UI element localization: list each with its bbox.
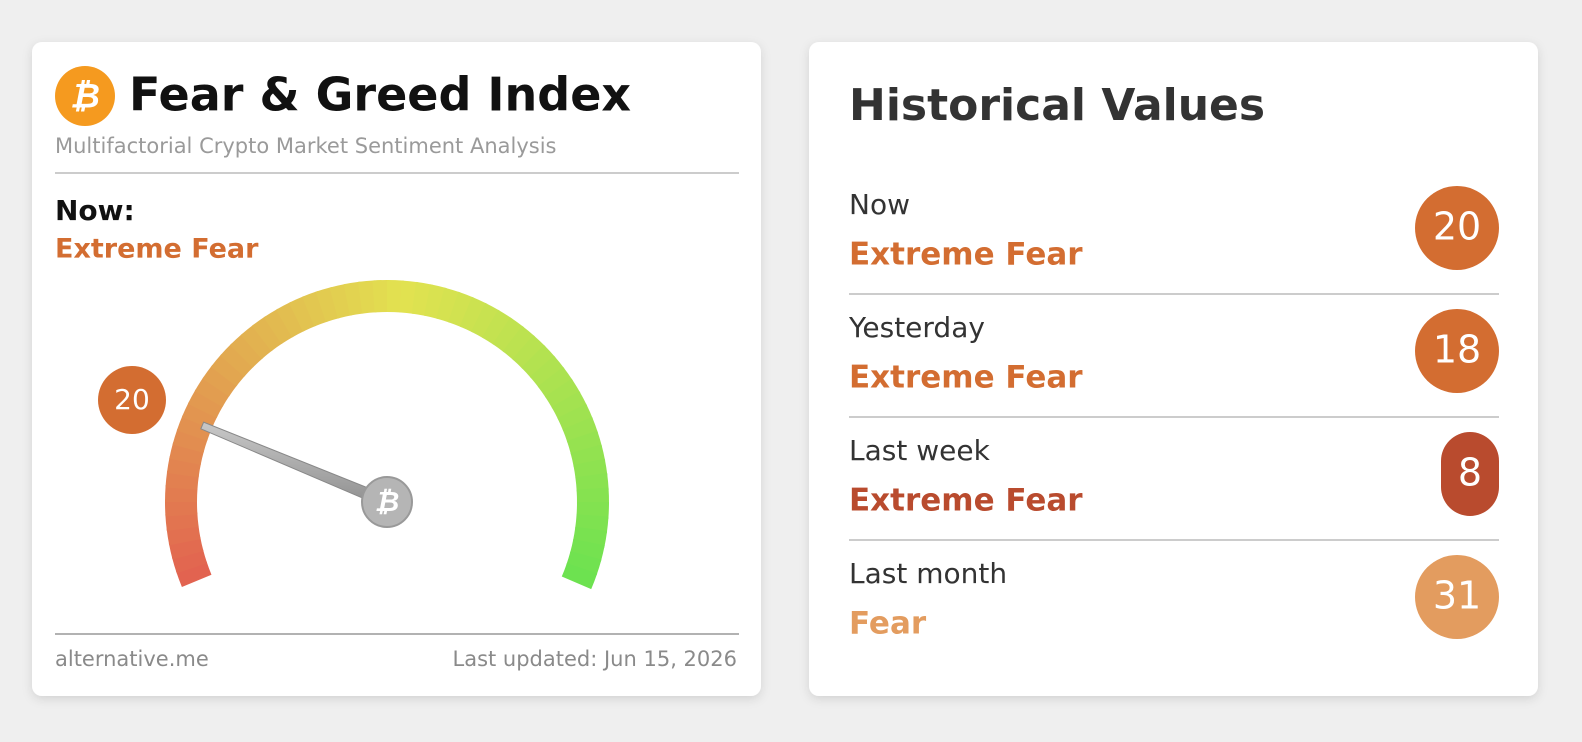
- arc-segment: [589, 462, 591, 477]
- arc-segment: [284, 316, 298, 323]
- arc-segment: [592, 502, 593, 518]
- arc-segment: [296, 311, 310, 317]
- arc-segment: [251, 337, 263, 347]
- arc-segment: [232, 355, 243, 366]
- arc-segment: [440, 303, 455, 308]
- hub-symbol: ₿: [375, 485, 400, 518]
- arc-segment: [181, 513, 182, 529]
- period: Last month: [849, 557, 1007, 590]
- arc-segment: [181, 473, 183, 489]
- arc-segment: [224, 365, 234, 377]
- arc-segment: [387, 296, 403, 297]
- row-value: 31: [1433, 574, 1481, 618]
- row-classification: Extreme Fear: [849, 483, 1083, 519]
- now-label: Now:: [55, 194, 135, 227]
- classification: Extreme Fear: [55, 234, 259, 265]
- arc-segment: [182, 527, 184, 542]
- arc-segment: [589, 529, 592, 544]
- arc-segment: [191, 566, 196, 581]
- arc-segment: [427, 300, 442, 304]
- arc-segment: [512, 339, 524, 349]
- arc-segment: [478, 317, 492, 324]
- arc-segment: [183, 460, 186, 475]
- arc-segment: [565, 399, 572, 413]
- row-value: 8: [1458, 451, 1482, 495]
- arc-segment: [188, 434, 193, 449]
- row-classification: Extreme Fear: [849, 360, 1083, 396]
- arc-segment: [262, 330, 275, 339]
- arc-segment: [466, 312, 480, 319]
- arc-segment: [321, 302, 336, 306]
- arc-segment: [572, 411, 578, 425]
- arc-segment: [308, 306, 323, 311]
- row-classification: Extreme Fear: [849, 237, 1083, 273]
- row-value: 20: [1433, 205, 1481, 249]
- arc-segment: [582, 436, 586, 451]
- arc-segment: [542, 366, 552, 378]
- arc-segment: [591, 515, 593, 531]
- arc-segment: [185, 540, 188, 555]
- period: Last week: [849, 434, 991, 467]
- period: Yesterday: [848, 311, 985, 344]
- arc-segment: [414, 298, 429, 301]
- arc-segment: [185, 447, 189, 462]
- arc-segment: [202, 397, 209, 411]
- arc-segment: [523, 347, 534, 358]
- arc-segment: [490, 324, 503, 332]
- row-value: 18: [1433, 328, 1481, 372]
- arc-segment: [576, 568, 582, 583]
- arc-segment: [581, 555, 586, 570]
- arc-segment: [273, 323, 286, 331]
- arc-segment: [533, 356, 544, 367]
- arc-segment: [197, 409, 204, 423]
- arc-segment: [347, 297, 362, 299]
- subtitle: Multifactorial Crypto Market Sentiment A…: [55, 134, 557, 158]
- gauge-value: 20: [114, 383, 150, 416]
- arc-segment: [241, 346, 252, 357]
- bitcoin-symbol: ₿: [70, 77, 100, 117]
- arc-segment: [334, 300, 349, 303]
- arc-segment: [501, 331, 514, 340]
- arc-segment: [209, 386, 217, 399]
- arc-segment: [586, 449, 589, 464]
- arc-segment: [192, 421, 198, 436]
- arc-segment: [558, 388, 566, 401]
- arc-segment: [181, 486, 182, 502]
- arc-segment: [453, 307, 468, 313]
- arc-segment: [577, 423, 582, 438]
- title: Fear & Greed Index: [129, 68, 631, 122]
- period: Now: [849, 188, 910, 221]
- arc-segment: [550, 377, 559, 390]
- arc-segment: [400, 296, 416, 298]
- source: alternative.me: [55, 647, 209, 671]
- row-classification: Fear: [849, 606, 927, 642]
- arc-segment: [591, 475, 592, 491]
- arc-segment: [360, 296, 376, 297]
- arc-segment: [187, 553, 191, 568]
- history-title: Historical Values: [849, 80, 1265, 131]
- last-updated: Last updated: Jun 15, 2026: [453, 647, 738, 671]
- arc-segment: [585, 542, 589, 557]
- arc-segment: [216, 375, 225, 388]
